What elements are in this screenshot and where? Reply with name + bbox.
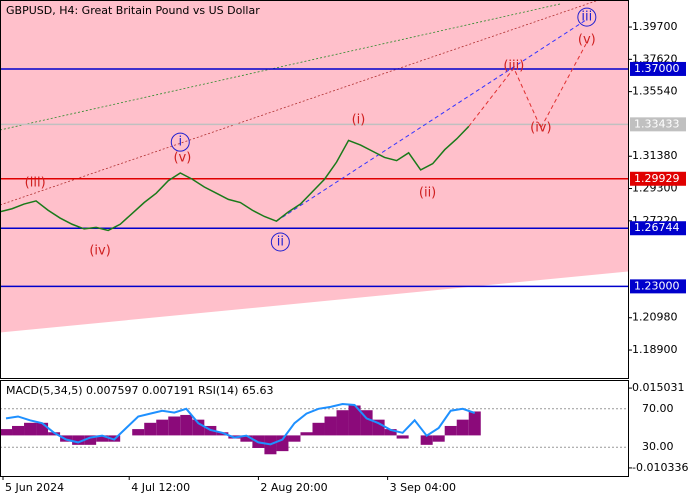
macd-bar (276, 435, 289, 452)
rsi-line (5, 402, 476, 446)
macd-bar (444, 425, 457, 436)
macd-bar (168, 416, 181, 436)
forecast-line (468, 43, 587, 130)
chart-title: GBPUSD, H4: Great Britain Pound vs US Do… (6, 4, 260, 17)
macd-bar (288, 435, 301, 442)
x-tick-label: 5 Jun 2024 (5, 481, 64, 494)
level-label-box (630, 61, 686, 76)
wave-label: (v) (173, 151, 191, 166)
macd-bar (312, 422, 325, 436)
macd-bar (84, 435, 97, 445)
wave-label: (iv) (89, 243, 110, 258)
level-label-box (630, 279, 686, 294)
level-label-box (630, 117, 686, 132)
sub-frame (0, 380, 629, 477)
indicator-panel: 70.00 30.00 0.015031 -0.010336 5 Jun 2024 4 J… (0, 381, 688, 494)
wave-label: i (178, 135, 182, 150)
wave-label: (ii) (419, 186, 436, 201)
macd-bar (468, 411, 481, 436)
indicator-title: MACD(5,34,5) 0.007597 0.007191 RSI(14) 6… (6, 384, 273, 397)
main-frame (0, 0, 629, 379)
wave-circle (270, 232, 290, 252)
wave-label: iii (581, 10, 592, 25)
channel-line (0, 271, 629, 334)
x-tick-label: 2 Aug 20:00 (260, 481, 327, 494)
price-line (0, 125, 470, 232)
channel-area (0, 0, 628, 333)
x-tick-label: 4 Jul 12:00 (131, 481, 190, 494)
y-tick-label: 1.18900 (632, 343, 678, 356)
x-tick-label: 3 Sep 04:00 (390, 481, 456, 494)
trend-line (0, 0, 601, 206)
macd-bar (132, 429, 145, 436)
y2-tick-label: 30.00 (642, 440, 674, 453)
macd-bar (72, 435, 85, 445)
macd-bar (96, 435, 109, 442)
macd-bar (420, 435, 433, 445)
level-label: 1.33433 (634, 117, 680, 130)
level-label-box (630, 171, 686, 186)
wave-label: (v) (578, 33, 596, 48)
macd-bar (180, 414, 193, 436)
y2-tick-label: 70.00 (642, 402, 674, 415)
macd-bar (456, 419, 469, 436)
wave-label: (iii) (503, 59, 524, 74)
level-label: 1.37000 (634, 62, 680, 75)
wave-label: (i) (352, 113, 366, 128)
macd-bar (324, 416, 337, 436)
macd-bar (36, 422, 49, 436)
level-label: 1.29929 (634, 172, 680, 185)
macd-bar (144, 422, 157, 436)
y-tick-label: 1.39700 (632, 20, 678, 33)
wave-label: (iii) (25, 176, 46, 191)
macd-bar (336, 410, 349, 436)
macd-bar (156, 419, 169, 436)
macd-bar (12, 425, 25, 436)
macd-bar (240, 435, 253, 442)
y-tick-label: -0.010336 (632, 461, 688, 474)
wave-label: ii (277, 234, 284, 249)
macd-bar (192, 419, 205, 436)
macd-bar (348, 405, 361, 436)
wave-circle (170, 132, 190, 152)
main-panel: 1.397001.376201.355401.313801.293001.272… (0, 7, 686, 356)
macd-bar (0, 429, 13, 436)
level-label: 1.23000 (634, 279, 680, 292)
forecast-line (276, 19, 587, 222)
level-label: 1.26744 (634, 221, 680, 234)
macd-bar (432, 435, 445, 442)
macd-bar (384, 429, 397, 436)
y-tick-label: 1.31380 (632, 149, 678, 162)
macd-bar (24, 422, 37, 436)
macd-bar (396, 435, 409, 439)
y-tick-label: 1.35540 (632, 85, 678, 98)
y-tick-label: 1.20980 (632, 311, 678, 324)
wave-label: (iv) (530, 120, 551, 135)
macd-bar (372, 419, 385, 436)
level-label-box (630, 221, 686, 236)
wave-circle (577, 7, 597, 27)
y-tick-label: 0.015031 (632, 381, 685, 394)
macd-bar (300, 432, 313, 436)
